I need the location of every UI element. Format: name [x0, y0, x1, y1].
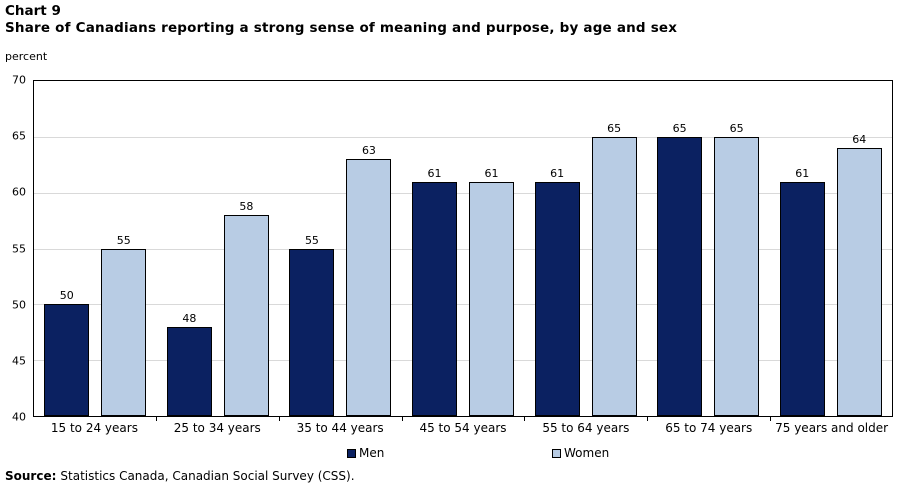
bar-column: 61 [469, 81, 515, 416]
x-label-row: 15 to 24 years 25 to 34 years 35 to 44 yea… [33, 421, 893, 435]
x-axis-label: 15 to 24 years [50, 421, 138, 435]
gridline [34, 248, 892, 250]
bar-value-label: 55 [304, 233, 319, 247]
x-axis-tick [524, 416, 526, 421]
bar-column: 58 [223, 81, 269, 416]
bar-value-label: 65 [607, 121, 622, 135]
bar-women [591, 136, 637, 416]
x-axis-label: 55 to 64 years [542, 421, 630, 435]
bar-value-label: 63 [361, 144, 376, 158]
bar-column: 65 [657, 81, 703, 416]
y-axis-label: 40 [12, 410, 26, 424]
x-tick-row [33, 416, 893, 421]
x-axis-label: 25 to 34 years [173, 421, 261, 435]
source-note: Source: Statistics Canada, Canadian Socia… [5, 469, 355, 483]
bar-men [166, 326, 212, 416]
bar-value-label: 61 [550, 166, 565, 180]
bar-group: 48 58 [157, 81, 280, 416]
y-axis-label: 65 [12, 129, 26, 143]
bar-women [714, 136, 760, 416]
gridline [34, 192, 892, 194]
bar-group: 61 65 [524, 81, 647, 416]
bar-value-label: 65 [672, 121, 687, 135]
women-swatch-icon [552, 448, 561, 458]
bar-women [223, 215, 269, 416]
bar-men [44, 304, 90, 416]
bar-value-label: 65 [729, 121, 744, 135]
bar-men [412, 181, 458, 416]
bar-group: 61 64 [769, 81, 892, 416]
bar-women [836, 148, 882, 416]
bar-women [346, 159, 392, 416]
bar-women [469, 181, 515, 416]
bar-column: 64 [836, 81, 882, 416]
bar-value-label: 61 [795, 166, 810, 180]
gridline [34, 360, 892, 362]
gridline [34, 136, 892, 138]
bar-column: 61 [412, 81, 458, 416]
x-axis-label: 35 to 44 years [296, 421, 384, 435]
bar-value-label: 61 [484, 166, 499, 180]
bar-group: 61 61 [402, 81, 525, 416]
bar-column: 63 [346, 81, 392, 416]
bar-value-label: 55 [116, 233, 131, 247]
bar-column: 65 [714, 81, 760, 416]
x-axis-tick [278, 416, 280, 421]
legend-label-men: Men [359, 446, 385, 460]
bar-column: 55 [101, 81, 147, 416]
x-axis-tick [155, 416, 157, 421]
source-text: Statistics Canada, Canadian Social Surve… [60, 469, 355, 483]
x-axis-tick [401, 416, 403, 421]
legend-item-women: Women [552, 446, 609, 460]
y-axis: 70 65 60 55 50 45 40 [0, 74, 29, 424]
bar-group: 55 63 [279, 81, 402, 416]
bar-group: 65 65 [647, 81, 770, 416]
bar-value-label: 50 [59, 289, 74, 303]
page-title: Share of Canadians reporting a strong se… [5, 20, 678, 36]
x-axis-tick [770, 416, 772, 421]
bar-value-label: 61 [427, 166, 442, 180]
gridline [34, 304, 892, 306]
bar-value-label: 64 [852, 133, 867, 146]
bar-men [779, 181, 825, 416]
bar-women [101, 248, 147, 416]
bar-column: 65 [591, 81, 637, 416]
x-axis-label: 65 to 74 years [665, 421, 753, 435]
bar-men [657, 136, 703, 416]
bar-group: 50 55 [34, 81, 157, 416]
x-axis-label: 75 years and older [775, 421, 889, 435]
bar-men [289, 248, 335, 416]
y-axis-label: 70 [12, 73, 26, 87]
bar-column: 50 [44, 81, 90, 416]
y-axis-unit-label: percent [5, 50, 48, 63]
bar-men [534, 181, 580, 416]
men-swatch-icon [347, 448, 356, 458]
bar-value-label: 58 [239, 200, 254, 213]
x-axis-tick [647, 416, 649, 421]
bar-column: 61 [534, 81, 580, 416]
y-axis-label: 55 [12, 242, 26, 255]
bar-column: 61 [779, 81, 825, 416]
y-axis-label: 50 [12, 298, 26, 312]
bar-value-label: 48 [182, 311, 197, 325]
bar-column: 48 [166, 81, 212, 416]
legend-label-women: Women [564, 446, 610, 460]
bar-groups: 50 55 48 58 55 63 61 61 61 65 65 65 61 64 [34, 81, 892, 416]
bar-column: 55 [289, 81, 335, 416]
legend-item-men: Men [347, 446, 384, 460]
y-axis-label: 45 [12, 354, 26, 368]
x-axis-label: 45 to 54 years [419, 421, 507, 435]
chart-number-label: Chart 9 [5, 3, 61, 19]
plot-area: 50 55 48 58 55 63 61 61 61 65 65 65 61 64 [33, 80, 893, 417]
y-axis-label: 60 [12, 185, 26, 199]
source-label: Source: [5, 469, 57, 483]
